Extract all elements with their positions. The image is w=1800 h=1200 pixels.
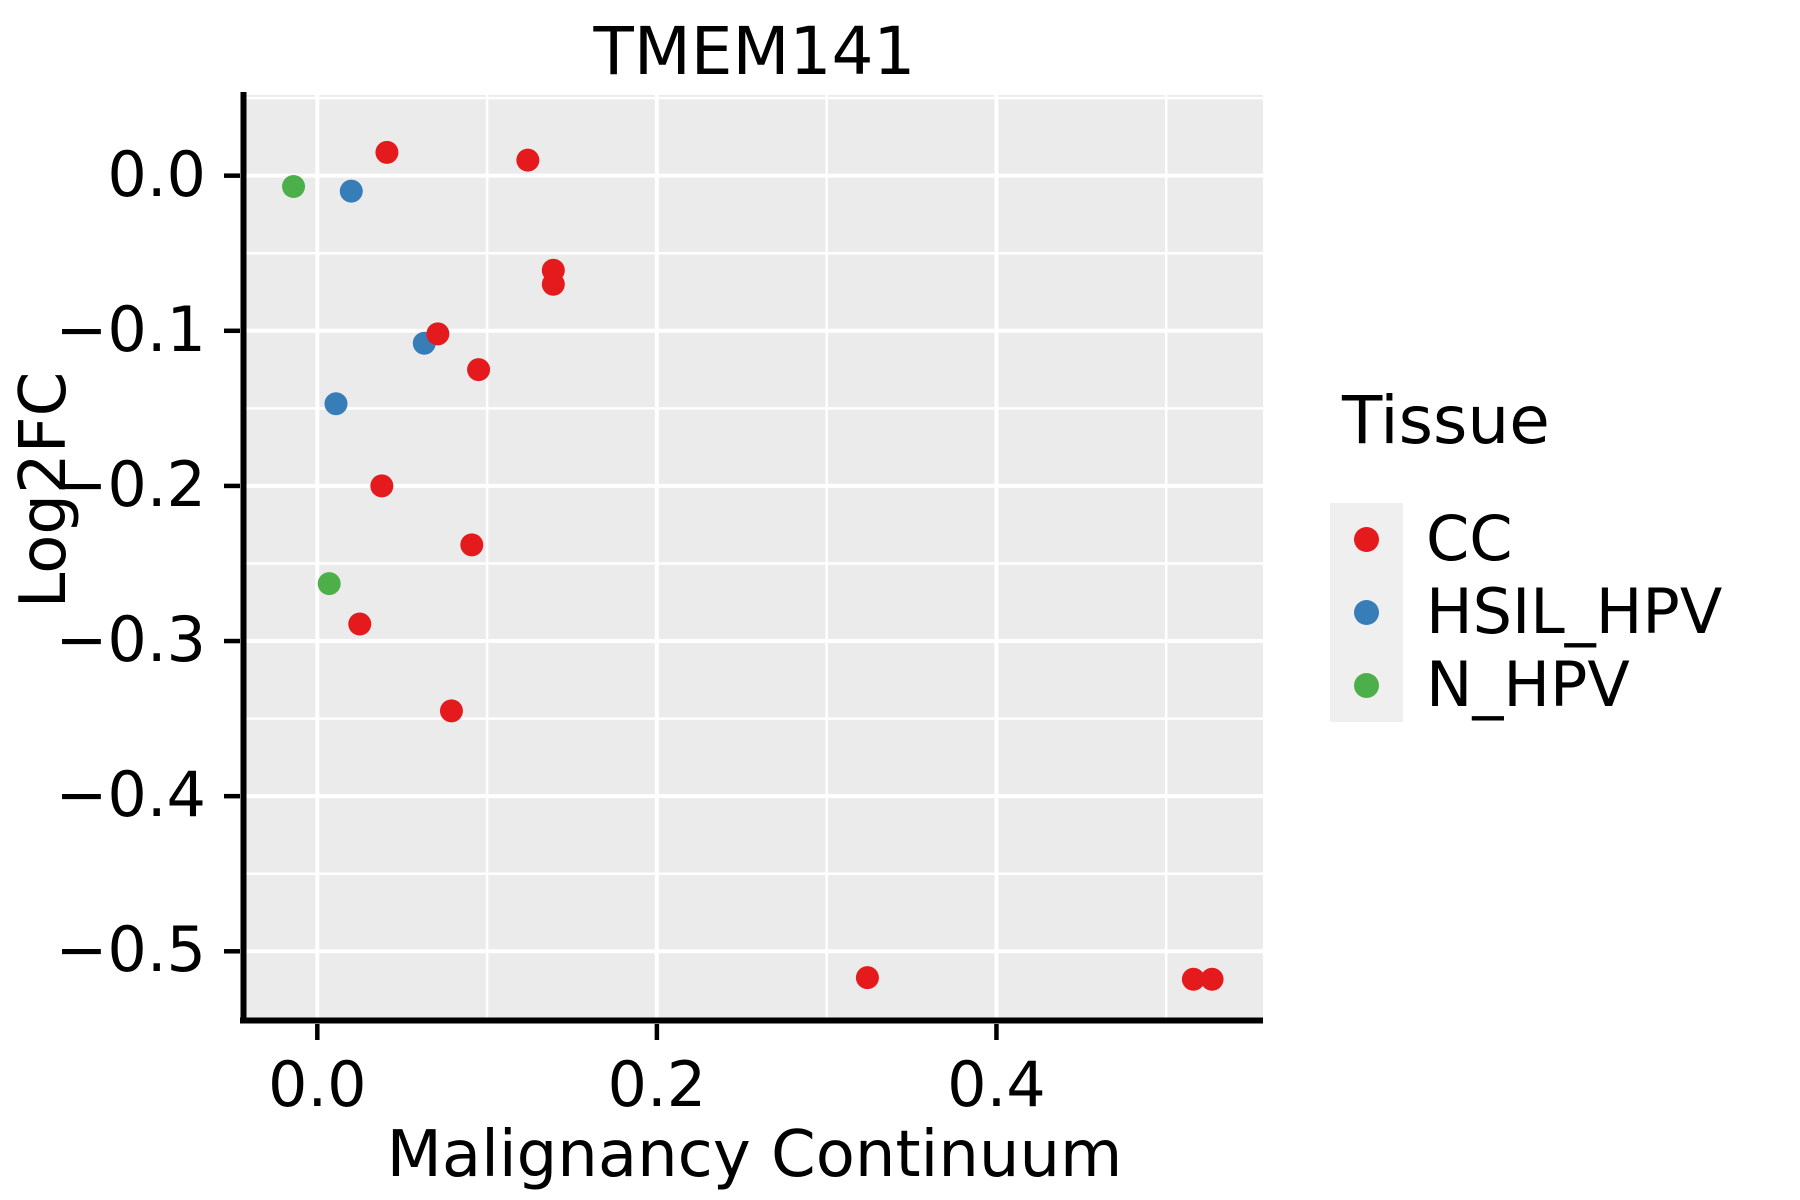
data-point-cc: [467, 358, 491, 382]
legend-title: Tissue: [1342, 382, 1550, 459]
legend-item-n-hpv: N_HPV: [1330, 647, 1800, 722]
data-point-hsil_hpv: [324, 392, 348, 416]
legend-key-box: [1330, 576, 1403, 649]
data-point-cc: [460, 533, 484, 557]
y-tick-label: −0.4: [55, 758, 206, 832]
n-hpv-marker-icon: [1354, 673, 1379, 698]
x-tick-label: 0.4: [947, 1048, 1046, 1121]
y-tick-label: −0.1: [55, 292, 206, 366]
y-tick-label: −0.3: [55, 603, 206, 677]
data-point-cc: [426, 322, 450, 346]
y-tick-label: 0.0: [107, 137, 206, 211]
legend-key-box: [1330, 503, 1403, 576]
legend-key-box: [1330, 649, 1403, 722]
legend-item-hsil-hpv: HSIL_HPV: [1330, 574, 1800, 649]
legend-label-n-hpv: N_HPV: [1426, 647, 1630, 721]
data-point-cc: [439, 699, 463, 723]
data-point-hsil_hpv: [339, 179, 363, 203]
y-tick-label: −0.5: [55, 913, 206, 987]
legend-label-hsil-hpv: HSIL_HPV: [1426, 574, 1723, 648]
data-point-n_hpv: [317, 572, 341, 596]
y-tick-label: −0.2: [55, 447, 206, 521]
data-point-cc: [1181, 967, 1205, 991]
data-point-cc: [370, 474, 394, 498]
x-tick-label: 0.0: [267, 1048, 367, 1121]
legend-item-cc: CC: [1330, 501, 1800, 576]
cc-marker-icon: [1354, 527, 1379, 552]
chart-title: TMEM141: [593, 13, 916, 90]
data-point-cc: [855, 966, 879, 990]
hsil-hpv-marker-icon: [1354, 600, 1379, 625]
data-point-cc: [516, 148, 540, 172]
legend: Tissue CC HSIL_HPV N_HPV: [1330, 0, 1800, 1200]
panel-background: [246, 95, 1263, 1018]
data-point-cc: [348, 612, 372, 636]
data-point-n_hpv: [282, 175, 306, 199]
legend-label-cc: CC: [1426, 501, 1513, 575]
data-point-cc: [541, 272, 565, 296]
data-point-cc: [375, 140, 399, 164]
x-axis-label: Malignancy Continuum: [386, 1118, 1123, 1192]
data-point-cc: [1200, 967, 1224, 991]
x-tick-label: 0.2: [607, 1048, 707, 1121]
